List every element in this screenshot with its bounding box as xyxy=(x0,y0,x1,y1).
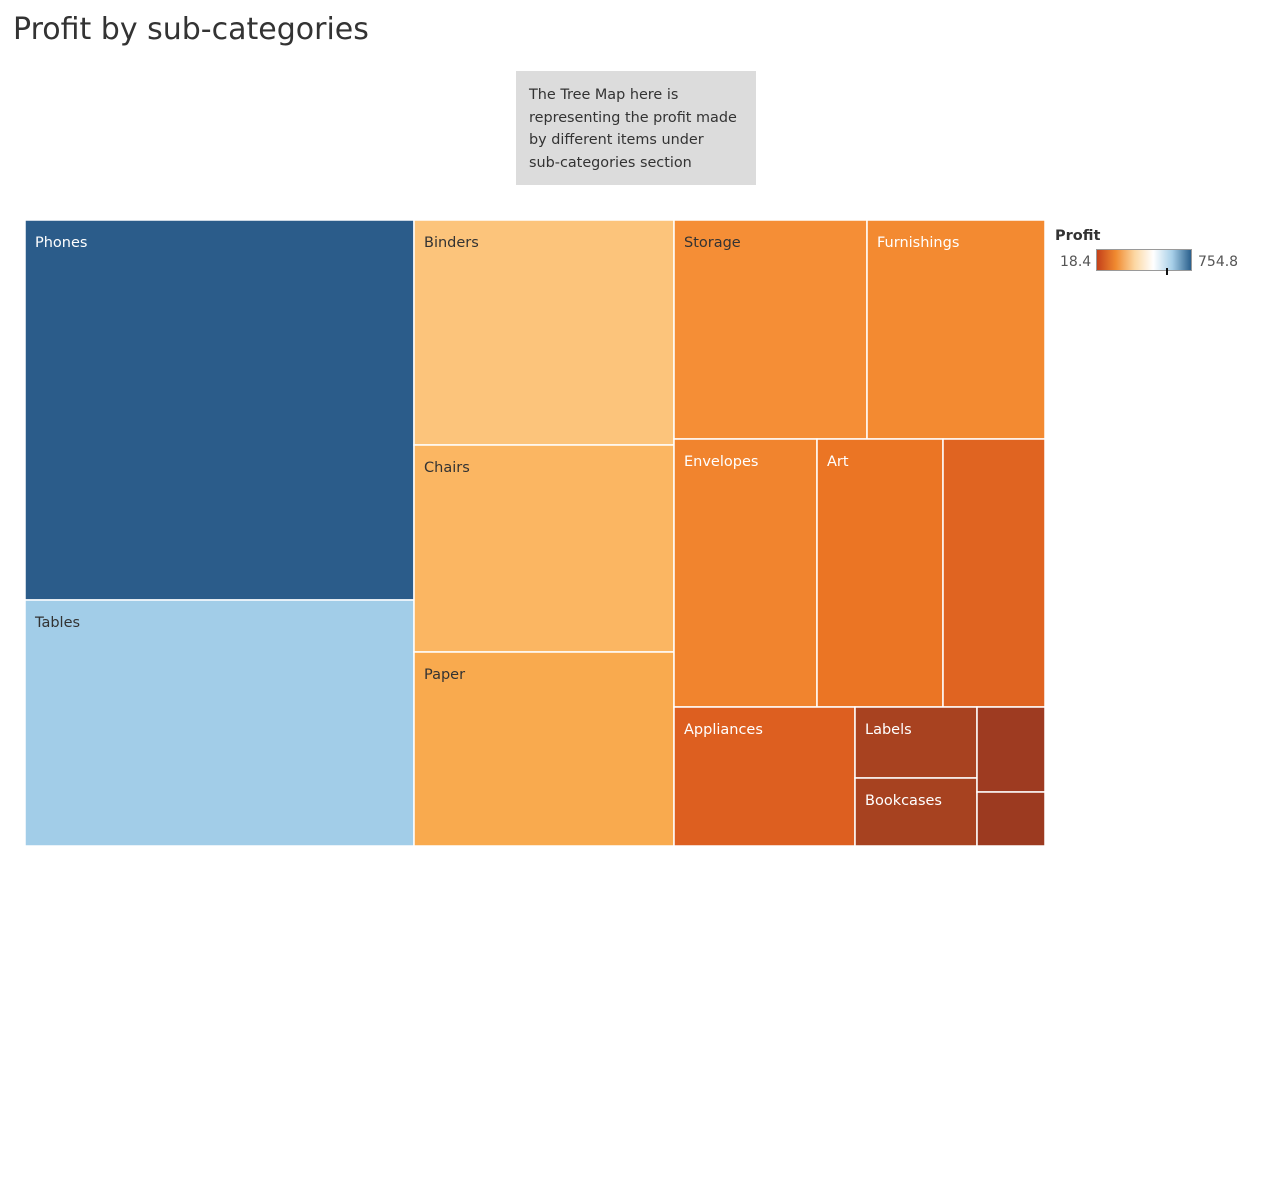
treemap-tile-art[interactable] xyxy=(816,438,944,708)
treemap-label-binders: Binders xyxy=(424,235,479,251)
color-legend: Profit 18.4 754.8 xyxy=(1054,228,1254,278)
treemap-tile-paper[interactable] xyxy=(413,651,675,847)
treemap-tile-binders[interactable] xyxy=(413,219,675,446)
treemap-label-storage: Storage xyxy=(684,235,741,251)
treemap-label-furnishings: Furnishings xyxy=(877,235,959,251)
annotation-line: sub-categories section xyxy=(529,155,692,172)
treemap-label-paper: Paper xyxy=(424,667,465,683)
treemap-tile-unlabeled-13[interactable] xyxy=(976,706,1046,793)
treemap-tile-appliances[interactable] xyxy=(673,706,856,847)
treemap-label-chairs: Chairs xyxy=(424,460,470,476)
treemap-label-tables: Tables xyxy=(34,615,80,631)
treemap-tile-labels[interactable] xyxy=(854,706,978,779)
legend-max-label: 754.8 xyxy=(1198,254,1239,270)
treemap-tile-storage[interactable] xyxy=(673,219,868,440)
annotation-box: The Tree Map here is representing the pr… xyxy=(516,71,756,185)
annotation-line: by different items under xyxy=(529,132,704,149)
treemap-tile-tables[interactable] xyxy=(24,599,415,847)
treemap-label-envelopes: Envelopes xyxy=(684,454,758,470)
legend-marker xyxy=(1165,268,1168,275)
treemap-tile-phones[interactable] xyxy=(24,219,415,601)
annotation-line: representing the profit made xyxy=(529,109,737,126)
treemap-label-appliances: Appliances xyxy=(684,722,763,738)
treemap-tile-unlabeled-14[interactable] xyxy=(976,791,1046,847)
treemap-tile-unlabeled-9[interactable] xyxy=(942,438,1046,708)
treemap-label-phones: Phones xyxy=(35,235,87,251)
legend-gradient-bar xyxy=(1096,249,1192,271)
treemap-chart: Phones Tables Binders Chairs Paper Storage Fur… xyxy=(24,219,1046,847)
treemap-tile-chairs[interactable] xyxy=(413,444,675,653)
legend-min-label: 18.4 xyxy=(1060,254,1092,270)
treemap-tile-bookcases[interactable] xyxy=(854,777,978,847)
treemap-label-labels: Labels xyxy=(865,722,912,738)
annotation-line: The Tree Map here is xyxy=(529,87,679,103)
treemap-tile-envelopes[interactable] xyxy=(673,438,818,708)
treemap-label-art: Art xyxy=(827,454,849,470)
treemap-label-bookcases: Bookcases xyxy=(865,793,942,809)
page-title: Profit by sub-categories xyxy=(13,12,369,47)
legend-title: Profit xyxy=(1055,228,1101,244)
treemap-tile-furnishings[interactable] xyxy=(866,219,1046,440)
